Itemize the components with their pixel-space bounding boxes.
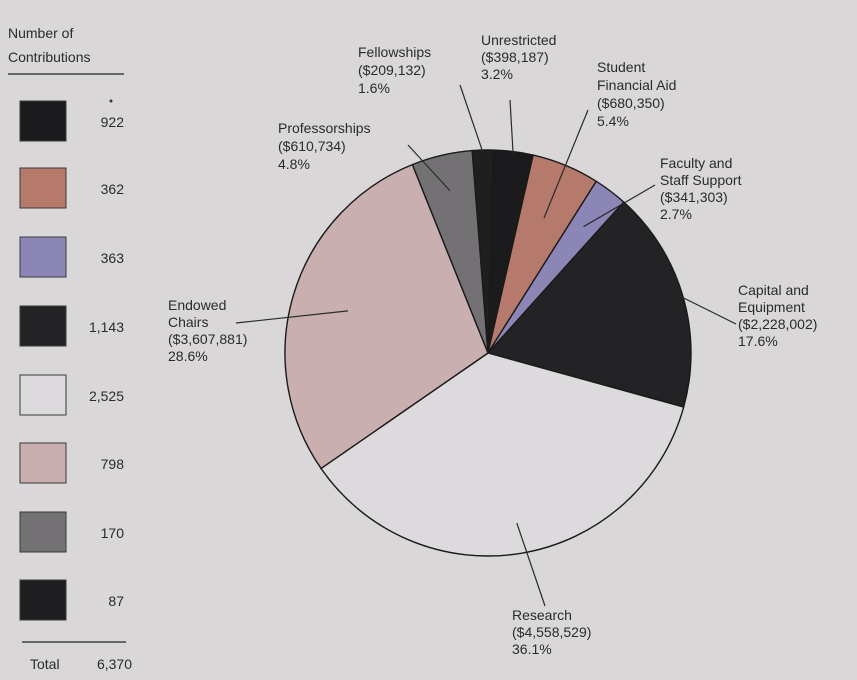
slice-label-line: 2.7% (660, 206, 692, 222)
pie (284, 149, 692, 557)
legend-count-faculty-and: 363 (101, 250, 125, 266)
slice-label-line: Financial Aid (597, 77, 676, 93)
slice-label-line: 17.6% (738, 333, 778, 349)
slice-label-line: Equipment (738, 299, 805, 315)
leader-line-endowed (235, 310, 349, 324)
slice-label-line: 4.8% (278, 156, 310, 172)
leader-line-student (543, 109, 589, 219)
slice-label-fellowships: Fellowships ($209,132) 1.6% (358, 44, 431, 96)
leader-line-professorships (407, 144, 451, 192)
slice-label-line: ($209,132) (358, 62, 426, 78)
legend-swatch-student (19, 167, 67, 209)
leader-lines (235, 84, 737, 607)
legend-count-endowed: 798 (101, 456, 125, 472)
slice-label-line: ($3,607,881) (168, 331, 247, 347)
pie-slice-capital-and (487, 201, 692, 408)
slice-label-line: 3.2% (481, 66, 513, 82)
legend: Number of Contributions 922 362 363 1,143 2,… (8, 25, 132, 672)
pie-slice-research (320, 352, 685, 557)
slice-label-endowed: Endowed Chairs ($3,607,881) 28.6% (168, 297, 247, 364)
legend-count-fellowships: 87 (108, 593, 124, 609)
legend-count-research: 2,525 (89, 388, 124, 404)
slice-label-line: Fellowships (358, 44, 431, 60)
slice-label-unrestricted: Unrestricted ($398,187) 3.2% (481, 32, 556, 82)
legend-total-label: Total (30, 656, 60, 672)
legend-swatch-fellowships (19, 579, 67, 621)
legend-swatch-research (19, 374, 67, 416)
leader-line-research (516, 522, 546, 607)
slice-labels: Unrestricted ($398,187) 3.2% Student Financi… (168, 32, 817, 657)
slice-label-research: Research ($4,558,529) 36.1% (512, 607, 591, 657)
slice-label-line: Professorships (278, 120, 371, 136)
slice-label-line: Capital and (738, 282, 809, 298)
slice-label-student: Student Financial Aid ($680,350) 5.4% (597, 59, 676, 129)
slice-label-professorships: Professorships ($610,734) 4.8% (278, 120, 371, 172)
slice-label-line: ($610,734) (278, 138, 346, 154)
legend-total-value: 6,370 (97, 656, 132, 672)
legend-swatch-endowed (19, 442, 67, 484)
slice-label-faculty-and: Faculty and Staff Support ($341,303) 2.7% (660, 155, 742, 222)
pie-slice-fellowships (471, 149, 495, 354)
pie-slice-endowed (284, 163, 489, 470)
leader-line-capital-and (680, 296, 737, 325)
slice-label-line: Research (512, 607, 572, 623)
legend-count-professorships: 170 (101, 525, 125, 541)
legend-swatch-professorships (19, 511, 67, 553)
slice-label-line: ($398,187) (481, 49, 549, 65)
legend-swatch-faculty-and (19, 236, 67, 278)
slice-label-line: 36.1% (512, 641, 552, 657)
slice-label-line: ($2,228,002) (738, 316, 817, 332)
legend-swatch-capital-and (19, 305, 67, 347)
slice-label-capital-and: Capital and Equipment ($2,228,002) 17.6% (738, 282, 817, 349)
slice-label-line: Unrestricted (481, 32, 556, 48)
legend-title-line-1: Number of (8, 25, 73, 41)
legend-swatch-unrestricted (19, 100, 67, 142)
slice-label-line: Student (597, 59, 645, 75)
legend-title-line-2: Contributions (8, 49, 91, 65)
slice-label-line: 28.6% (168, 348, 208, 364)
slice-label-line: Chairs (168, 314, 208, 330)
slice-label-line: ($680,350) (597, 95, 665, 111)
slice-label-line: ($4,558,529) (512, 624, 591, 640)
leader-line-faculty-and (583, 184, 656, 228)
slice-label-line: 1.6% (358, 80, 390, 96)
slice-label-line: Faculty and (660, 155, 732, 171)
legend-mark (109, 99, 113, 103)
leader-line-unrestricted (509, 99, 514, 154)
slice-label-line: 5.4% (597, 113, 629, 129)
legend-count-capital-and: 1,143 (89, 319, 124, 335)
slice-label-line: Staff Support (660, 172, 742, 188)
leader-line-fellowships (459, 84, 484, 153)
legend-count-student: 362 (101, 181, 125, 197)
legend-count-unrestricted: 922 (101, 114, 125, 130)
slice-label-line: Endowed (168, 297, 226, 313)
slice-label-line: ($341,303) (660, 189, 728, 205)
